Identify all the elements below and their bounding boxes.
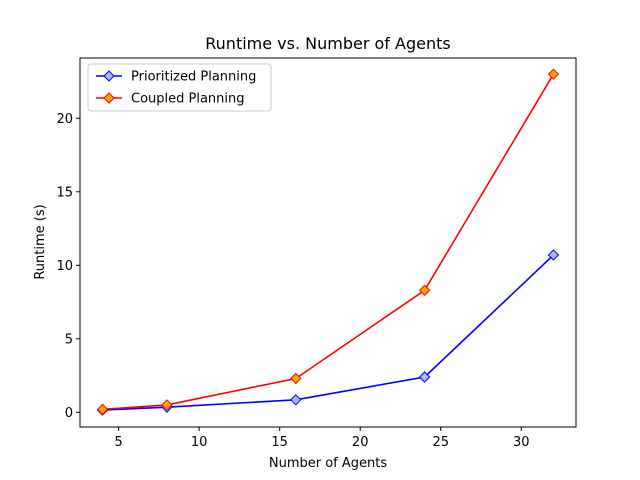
x-tick-label: 15 [271, 435, 288, 450]
legend-marker [103, 92, 115, 104]
x-tick-label: 5 [115, 435, 123, 450]
data-point [96, 403, 109, 416]
x-axis-label: Number of Agents [269, 456, 387, 471]
x-tick-label: 20 [352, 435, 369, 450]
legend-label: Coupled Planning [131, 92, 245, 107]
series-1 [96, 68, 560, 416]
legend-label: Prioritized Planning [131, 70, 256, 85]
y-tick-label: 15 [56, 185, 73, 200]
chart-title: Runtime vs. Number of Agents [205, 34, 450, 53]
data-point [290, 372, 302, 385]
axes-frame [79, 57, 577, 428]
data-point [547, 249, 560, 261]
data-point [418, 284, 431, 296]
x-tick-label: 10 [191, 435, 208, 450]
x-tick-label: 30 [513, 435, 530, 450]
data-point [547, 68, 560, 80]
legend-item: Coupled Planning [96, 92, 245, 107]
x-tick-label: 25 [432, 435, 449, 450]
data-point [290, 394, 302, 406]
legend-marker [103, 70, 115, 82]
legend: Prioritized Planning Coupled Planning [87, 63, 272, 112]
data-point [418, 371, 431, 383]
y-tick-label: 5 [65, 332, 73, 347]
plot-area [96, 68, 560, 416]
y-tick-label: 0 [65, 406, 73, 421]
series-0 [96, 249, 560, 416]
y-axis-label: Runtime (s) [33, 204, 48, 279]
legend-item: Prioritized Planning [96, 70, 256, 85]
y-tick-label: 20 [56, 112, 73, 127]
legend-box [87, 63, 272, 112]
y-tick-label: 10 [56, 259, 73, 274]
data-point [161, 399, 173, 411]
